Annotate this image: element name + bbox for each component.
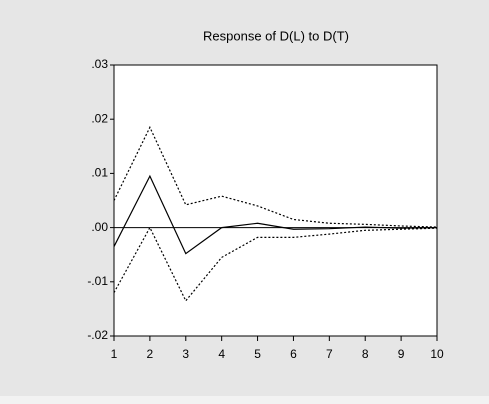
x-tick-label: 7	[326, 347, 333, 361]
x-tick-label: 3	[182, 347, 189, 361]
series-line	[113, 174, 438, 255]
x-tick-label: 10	[430, 347, 444, 361]
chart-title: Response of D(L) to D(T)	[203, 28, 349, 43]
series-line	[113, 125, 438, 228]
x-tick-label: 5	[254, 347, 261, 361]
bottom-strip	[0, 396, 489, 404]
plot-area	[113, 64, 438, 337]
x-tick-label: 6	[290, 347, 297, 361]
y-tick-label: .01	[91, 166, 108, 180]
x-tick-label: 1	[111, 347, 118, 361]
y-tick-label: -.01	[87, 274, 108, 288]
x-tick-label: 4	[218, 347, 225, 361]
y-tick-label: .03	[91, 57, 108, 71]
y-tick-label: .02	[91, 111, 108, 125]
y-tick-label: .00	[91, 220, 108, 234]
x-tick-label: 8	[362, 347, 369, 361]
x-tick-label: 2	[147, 347, 154, 361]
x-tick-label: 9	[398, 347, 405, 361]
y-tick-label: -.02	[87, 328, 108, 342]
